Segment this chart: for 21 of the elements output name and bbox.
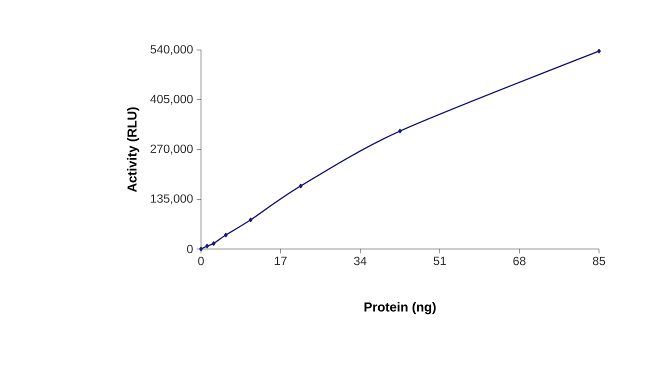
x-tick-label: 0 (198, 256, 204, 266)
x-tick-label: 85 (592, 256, 606, 266)
y-axis-title: Activity (RLU) (127, 107, 140, 192)
point (398, 128, 402, 134)
y-tick-label: 405,000 (150, 94, 193, 105)
x-tick-label: 17 (274, 256, 287, 265)
point (212, 241, 216, 246)
x-tick-label: 51 (434, 256, 446, 266)
y-tick-label: 135,000 (150, 194, 193, 204)
y-tick-label: 540,000 (150, 45, 193, 55)
point (224, 232, 228, 238)
point (205, 244, 209, 248)
y-tick-label: 0 (187, 244, 193, 254)
x-axis-title: Protein (ng) (364, 302, 436, 314)
y-tick-label: 270,000 (150, 144, 193, 154)
x-tick-label: 34 (354, 256, 366, 266)
point (248, 218, 252, 222)
x-tick-label: 68 (513, 256, 526, 266)
point (597, 48, 601, 54)
point (199, 246, 203, 252)
point (298, 184, 303, 188)
